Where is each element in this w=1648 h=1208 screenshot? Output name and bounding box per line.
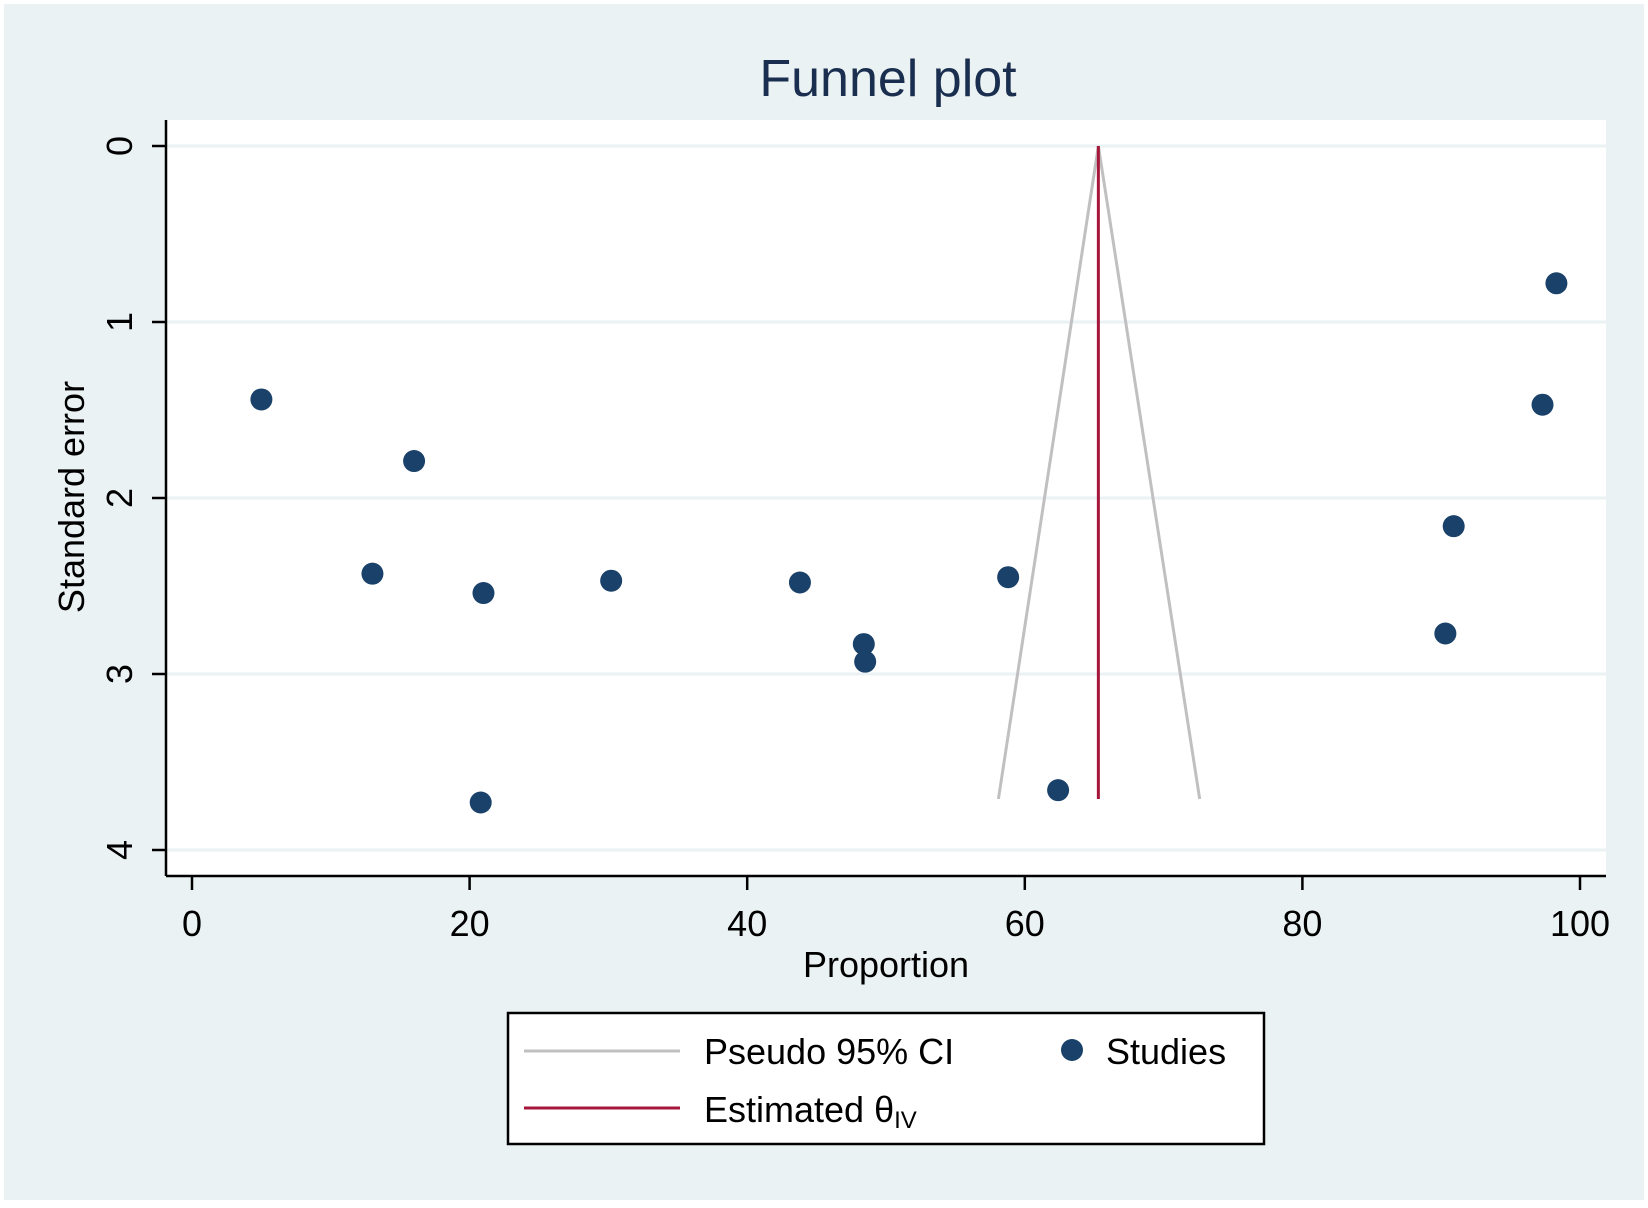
x-tick-label-3: 60 <box>1005 903 1045 944</box>
legend-ci-label: Pseudo 95% CI <box>704 1031 954 1072</box>
study-point-13 <box>1531 393 1554 416</box>
legend-estimate-subscript: IV <box>894 1107 917 1134</box>
chart-title: Funnel plot <box>759 50 1017 108</box>
study-point-7 <box>852 633 875 656</box>
y-tick-label-3: 3 <box>99 664 140 684</box>
legend: Pseudo 95% CI Studies Estimated θIV <box>506 1011 1266 1146</box>
y-axis-label: Standard error <box>51 381 92 613</box>
study-point-10 <box>1047 779 1070 802</box>
x-tick-label-1: 20 <box>450 903 490 944</box>
study-point-14 <box>1545 272 1568 295</box>
x-axis-ticks: 0 20 40 60 80 100 <box>182 876 1610 944</box>
legend-box <box>506 1011 1266 1146</box>
x-axis-label: Proportion <box>803 944 969 985</box>
study-point-2 <box>403 450 426 473</box>
legend-estimate-label: Estimated θIV <box>704 1089 917 1134</box>
study-point-5 <box>600 569 623 592</box>
study-point-0 <box>250 388 273 411</box>
study-point-11 <box>1434 622 1457 645</box>
x-tick-label-0: 0 <box>182 903 202 944</box>
y-axis-ticks: 0 1 2 3 4 <box>99 136 166 860</box>
y-tick-label-2: 2 <box>99 488 140 508</box>
study-point-6 <box>788 571 811 594</box>
study-point-8 <box>854 650 877 673</box>
y-tick-label-0: 0 <box>99 136 140 156</box>
legend-studies-swatch <box>1061 1039 1083 1061</box>
study-point-4 <box>469 791 492 814</box>
y-tick-label-1: 1 <box>99 312 140 332</box>
study-point-9 <box>997 566 1020 589</box>
x-tick-label-2: 40 <box>727 903 767 944</box>
legend-studies-label: Studies <box>1106 1031 1226 1072</box>
study-points <box>250 272 1568 814</box>
x-tick-label-5: 100 <box>1550 903 1610 944</box>
study-point-3 <box>472 582 495 605</box>
x-tick-label-4: 80 <box>1282 903 1322 944</box>
study-point-1 <box>361 562 384 585</box>
legend-estimate-main: Estimated θ <box>704 1089 894 1130</box>
y-tick-label-4: 4 <box>99 840 140 860</box>
grid-lines <box>166 144 1606 852</box>
study-point-12 <box>1442 515 1465 538</box>
